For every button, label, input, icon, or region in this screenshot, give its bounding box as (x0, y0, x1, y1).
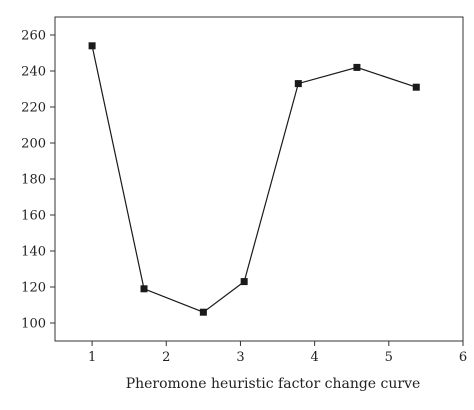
y-tick-label: 120 (21, 281, 46, 296)
y-tick-label: 100 (21, 317, 46, 332)
y-tick-label: 160 (21, 209, 46, 224)
data-point (353, 63, 361, 71)
x-tick-label: 4 (310, 350, 318, 365)
data-point (199, 308, 207, 316)
series-line (91, 45, 417, 313)
data-point (412, 83, 420, 91)
data-point (240, 278, 248, 286)
y-tick-label: 240 (21, 65, 46, 80)
series-group (88, 42, 420, 316)
plot-border (54, 16, 464, 342)
x-tick-label: 2 (162, 350, 170, 365)
data-point (140, 285, 148, 293)
data-point (88, 42, 96, 50)
x-tick-label: 6 (459, 350, 467, 365)
x-tick-label: 1 (88, 350, 96, 365)
y-tick-label: 220 (21, 101, 46, 116)
x-tick-label: 3 (236, 350, 244, 365)
y-tick-label: 180 (21, 173, 46, 188)
y-tick-label: 200 (21, 137, 46, 152)
y-tick-label: 260 (21, 29, 46, 44)
x-axis: 1 2 3 4 5 6 (88, 341, 467, 365)
y-tick-label: 140 (21, 245, 46, 260)
y-axis: 100 120 140 160 180 200 220 240 260 (21, 29, 55, 332)
x-tick-label: 5 (385, 350, 393, 365)
data-point (294, 80, 302, 88)
x-axis-title: Pheromone heuristic factor change curve (126, 376, 421, 392)
plot-frame (54, 16, 464, 342)
